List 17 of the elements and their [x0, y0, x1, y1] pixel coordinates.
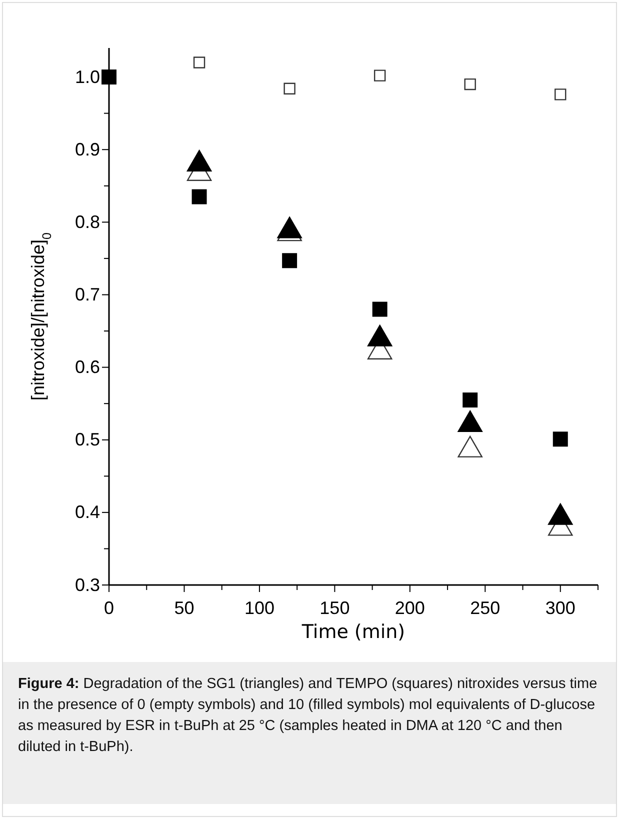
- x-tick-label: 250: [470, 598, 500, 618]
- y-tick-label: 1.0: [74, 66, 100, 87]
- y-tick-label: 0.3: [74, 574, 100, 595]
- x-tick-label: 300: [545, 598, 576, 618]
- x-axis-title: Time (min): [300, 621, 406, 643]
- x-tick-label: 50: [174, 598, 194, 618]
- y-tick-label: 0.7: [74, 284, 100, 304]
- x-tick-label: 200: [394, 598, 425, 618]
- y-tick-label: 0.8: [74, 212, 100, 232]
- x-tick-label: 0: [104, 598, 114, 618]
- x-tick-label: 100: [244, 598, 274, 618]
- caption: Figure 4: Degradation of the SG1 (triangles) and TEMPO (squares) nitroxides versus time in the presence of 0 (empty symbols) and 10 (filled symbols) mol equivalents of D-glucose as measured by ESR in t-BuPh at 25 °C (samples heated in DMA at 120 °C and then diluted in t-BuPh).: [18, 676, 598, 755]
- y-tick-label: 0.5: [74, 430, 100, 450]
- y-tick-label: 0.9: [74, 139, 100, 160]
- y-tick-label: 0.4: [74, 502, 100, 522]
- y-tick-label: 0.6: [74, 357, 100, 378]
- x-tick-label: 150: [320, 598, 350, 618]
